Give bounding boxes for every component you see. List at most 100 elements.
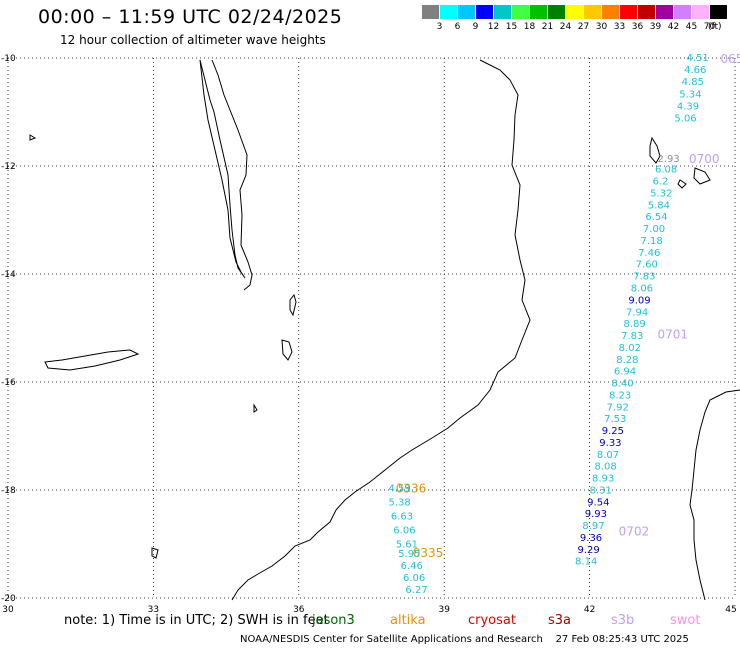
- legend-swatch: [674, 5, 691, 19]
- note-text: note: 1) Time is in UTC; 2) SWH is in fe…: [64, 613, 329, 628]
- wave-height-value: 8.93: [592, 474, 614, 485]
- wave-height-value: 5.32: [650, 188, 672, 199]
- wave-height-value: 7.53: [604, 414, 626, 425]
- lat-tick-label: -20: [1, 594, 16, 604]
- wave-height-value: 9.54: [587, 497, 609, 508]
- color-legend: 3 6 9 12 15 18 21 24 27 30 33 36 39 42 45 70: [422, 5, 728, 35]
- legend-swatch: [584, 5, 601, 19]
- mission-swot: swot: [670, 613, 701, 628]
- lat-tick-label: -16: [1, 378, 16, 388]
- wave-height-value: 8.28: [616, 355, 638, 366]
- legend-swatch: [530, 5, 547, 19]
- lat-tick-label: -18: [1, 486, 16, 496]
- legend-label: 27: [577, 22, 590, 32]
- legend-label: 3: [436, 22, 443, 32]
- legend-label: 42: [667, 22, 680, 32]
- wave-height-value: 6.54: [645, 212, 667, 223]
- wave-height-value: 5.95: [398, 549, 420, 560]
- wave-height-value: 6.63: [391, 511, 413, 522]
- pass-time-label: 0659: [720, 52, 740, 66]
- legend-label: 30: [595, 22, 608, 32]
- wave-height-value: 7.83: [633, 272, 655, 283]
- wave-height-value: 9.33: [599, 438, 621, 449]
- wave-height-value: 4.39: [677, 102, 699, 113]
- wave-height-value: 9.36: [580, 533, 602, 544]
- small-lake: [289, 293, 297, 317]
- legend-swatch: [422, 5, 439, 19]
- legend-swatch: [656, 5, 673, 19]
- pass-time-label: 0702: [619, 525, 650, 539]
- lake-malawi: [199, 59, 246, 279]
- map-title: 00:00 – 11:59 UTC 02/24/2025: [38, 6, 343, 28]
- wave-height-value: 9.93: [585, 509, 607, 520]
- lon-tick-label: 33: [148, 605, 159, 615]
- lon-tick-label: 30: [2, 605, 14, 615]
- legend-label: 21: [541, 22, 554, 32]
- legend-swatch: [512, 5, 529, 19]
- wave-height-value: 8.02: [619, 343, 641, 354]
- mission-s3b: s3b: [611, 613, 635, 628]
- wave-height-value: 5.38: [388, 497, 410, 508]
- wave-height-value: 7.83: [621, 331, 643, 342]
- wave-height-value: 6.06: [393, 525, 415, 536]
- wave-height-value: 4.85: [682, 77, 704, 88]
- lon-tick-label: 39: [438, 605, 450, 615]
- pass-time-label: 0336: [396, 481, 427, 495]
- small-lake: [253, 403, 258, 413]
- africa-coastline: [231, 59, 531, 601]
- madagascar-coastline: [689, 389, 740, 601]
- legend-unit: (ft): [708, 22, 722, 32]
- mission-cryosat: cryosat: [468, 613, 516, 628]
- legend-label: 18: [523, 22, 536, 32]
- wave-height-value: 9.29: [577, 545, 599, 556]
- wave-height-value: 8.31: [590, 485, 612, 496]
- wave-height-value: 4.66: [684, 65, 706, 76]
- wave-height-value: 7.60: [636, 260, 658, 271]
- lon-tick-label: 36: [293, 605, 305, 615]
- footer-credit: NOAA/NESDIS Center for Satellite Applica…: [240, 634, 689, 645]
- wave-height-value: 2.93: [657, 154, 679, 165]
- wave-height-value: 5.84: [648, 200, 670, 211]
- mission-s3a: s3a: [548, 613, 572, 628]
- map-subtitle: 12 hour collection of altimeter wave hei…: [60, 33, 326, 47]
- legend-label: 70: [703, 22, 716, 32]
- legend-swatch: [476, 5, 493, 19]
- lon-tick-label: 42: [584, 605, 595, 615]
- legend-swatch: [548, 5, 565, 19]
- legend-swatch: [440, 5, 457, 19]
- wave-height-value: 8.14: [575, 557, 597, 568]
- legend-swatch: [692, 5, 709, 19]
- wave-height-value: 9.09: [628, 295, 650, 306]
- wave-height-value: 8.40: [611, 379, 633, 390]
- legend-label: 24: [559, 22, 572, 32]
- wave-height-value: 7.00: [643, 224, 665, 235]
- mission-altika: altika: [390, 613, 426, 628]
- wave-height-value: 8.08: [594, 462, 616, 473]
- wave-height-value: 4.59: [388, 483, 410, 494]
- wave-height-value: 6.27: [405, 585, 427, 596]
- wave-height-value: 8.07: [597, 450, 619, 461]
- lake-kariba: [44, 349, 140, 371]
- wave-height-value: 6.94: [614, 367, 636, 378]
- legend-swatch: [566, 5, 583, 19]
- wave-height-value: 5.61: [396, 539, 418, 550]
- wave-height-value: 6.2: [653, 177, 669, 188]
- wave-height-labels: 4.514.664.855.344.395.062.936.086.25.325…: [388, 53, 708, 596]
- legend-swatch: [494, 5, 511, 19]
- wave-height-value: 4.51: [687, 53, 709, 64]
- legend-swatch: [602, 5, 619, 19]
- legend-label: 33: [613, 22, 626, 32]
- legend-label: 15: [505, 22, 518, 32]
- lat-tick-label: -14: [1, 270, 16, 280]
- legend-label: 39: [649, 22, 662, 32]
- axis-ticks: 30 33 36 39 42 45 -10 -12 -14 -16 -18 -20: [1, 54, 737, 615]
- wave-height-value: 6.08: [655, 165, 677, 176]
- small-lake: [281, 339, 293, 361]
- wave-height-value: 9.25: [602, 426, 624, 437]
- pass-time-label: 0335: [413, 546, 444, 560]
- wave-height-value: 8.97: [582, 521, 604, 532]
- small-lake: [29, 134, 37, 141]
- wave-height-value: 7.92: [607, 402, 629, 413]
- legend-label: 36: [631, 22, 644, 32]
- wave-height-value: 5.06: [674, 113, 696, 124]
